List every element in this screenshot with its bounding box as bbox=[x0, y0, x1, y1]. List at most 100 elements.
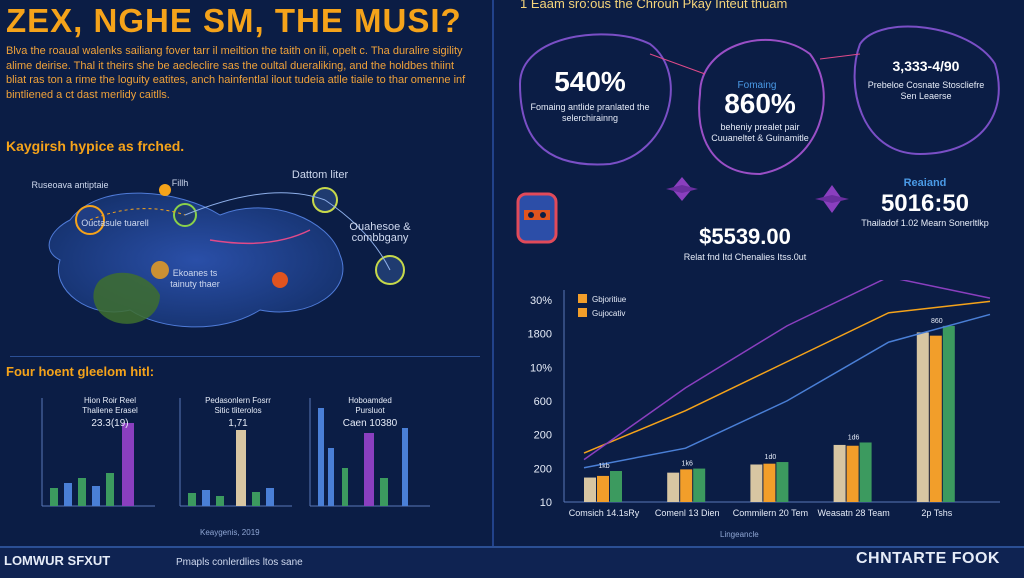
mini-footer: Keaygenis, 2019 bbox=[200, 528, 260, 537]
map-label-c: Dattom liter bbox=[291, 169, 349, 181]
mini3-bar-5 bbox=[380, 478, 388, 506]
map-node-7 bbox=[151, 261, 169, 279]
mini1-bar-2 bbox=[64, 483, 72, 506]
x-tick-label: Weasatn 28 Team bbox=[817, 508, 889, 518]
bar-data-label: 860 bbox=[931, 318, 943, 325]
kpi-3-value: 3,333-4/90 bbox=[892, 58, 960, 74]
chart-bars bbox=[584, 325, 955, 502]
bar-0-2 bbox=[610, 471, 622, 502]
mini1-bar-1 bbox=[50, 488, 58, 506]
mini1-bar-4 bbox=[92, 486, 100, 506]
mini-card-3 bbox=[309, 398, 430, 507]
bar-2-1 bbox=[763, 463, 776, 502]
mask-icon bbox=[516, 192, 558, 244]
x-tick-label: Comsich 14.1sRy bbox=[569, 508, 640, 518]
mini3-bar-6 bbox=[402, 428, 408, 506]
chart-footer-axis: Lingeancle bbox=[720, 530, 759, 539]
bar-3-0 bbox=[833, 444, 846, 502]
bar-2-0 bbox=[750, 464, 763, 502]
map-node-2 bbox=[159, 184, 171, 196]
kpi-1-label: Fomaing antlide pranlated the selerchira… bbox=[530, 102, 650, 123]
map-blob-left bbox=[93, 272, 160, 324]
ornament-icon-2 bbox=[815, 185, 849, 213]
bar-3-2 bbox=[859, 442, 872, 502]
mini3-bar-3 bbox=[342, 468, 348, 506]
mini-card-3-sub: Pursluot bbox=[355, 406, 385, 415]
map-label-d: Ouctasule tuarell bbox=[81, 218, 149, 228]
mini3-bar-1 bbox=[318, 408, 324, 506]
mini2-bar-4 bbox=[236, 430, 246, 506]
mini-card-2-value: 1,71 bbox=[228, 418, 248, 429]
map-label-f: Ekoanes ts tainuty thaer bbox=[170, 268, 220, 289]
footer-caption: Pmapls conlerdlies ltos sane bbox=[176, 557, 303, 568]
bar-data-label: 1k6 bbox=[682, 461, 693, 468]
mini3-bar-4 bbox=[364, 433, 374, 506]
map-link-4 bbox=[209, 229, 311, 245]
right-banner: 1 Eaam sro:ous the Chrouh Pkay Inteut th… bbox=[520, 0, 788, 11]
footer-brand-right: CHNTARTE FOOK bbox=[856, 550, 1000, 567]
mini-card-2-title: Pedasonlern Fosrr bbox=[205, 396, 271, 405]
legend-swatch bbox=[578, 308, 587, 317]
kpi-1-value: 540% bbox=[554, 66, 626, 97]
mini-card-3-value: Caen 10380 bbox=[342, 418, 398, 429]
bar-4-2 bbox=[942, 325, 955, 502]
mini-card-2 bbox=[179, 398, 292, 507]
y-tick-label: 200 bbox=[534, 463, 552, 475]
x-tick-label: Commilern 20 Tem bbox=[733, 508, 808, 518]
ornament-icon-1 bbox=[666, 177, 698, 201]
kpi-3-label: Prebeloe Cosnate Stoscliefre Sen Leaerse bbox=[867, 80, 985, 101]
left-divider bbox=[10, 356, 480, 357]
chart-lines bbox=[583, 280, 991, 469]
bar-4-0 bbox=[916, 332, 929, 502]
network-illustration bbox=[48, 184, 405, 328]
trend-line-2 bbox=[583, 280, 991, 461]
bar-3-1 bbox=[846, 445, 859, 502]
map-link-1 bbox=[89, 208, 186, 221]
mini2-bar-6 bbox=[266, 488, 274, 506]
y-tick-label: 10 bbox=[540, 497, 552, 509]
mini-section-title: Four hoent gleelom hitl: bbox=[6, 364, 155, 379]
kpi-5-pre: Reaiand bbox=[903, 177, 947, 189]
intro-paragraph: Blva the roaual walenks sailiang fover t… bbox=[6, 45, 466, 101]
mini-card-1-title: Hion Roir Reel bbox=[83, 396, 137, 405]
mini-card-1 bbox=[41, 398, 155, 507]
mini-card-2-sub: Sitic tliterolos bbox=[214, 406, 262, 415]
main-chart: 10 200 200 600 10% 1800 30% Gbjoritiue Gujocativ… bbox=[528, 280, 1000, 518]
legend-swatch bbox=[578, 294, 587, 303]
map-label-a: Ruseoava antiptaie bbox=[31, 180, 109, 190]
footer-brand-left: LOMWUR SFXUT bbox=[4, 553, 111, 568]
map-label-e: Ouahesoe & combbgany bbox=[349, 221, 411, 244]
map-link-2 bbox=[184, 192, 326, 216]
mini2-bar-3 bbox=[216, 496, 224, 506]
bar-data-label: 1kb bbox=[598, 463, 609, 470]
kpi-5-label: Thailadof 1.02 Mearn Sonerltlkp bbox=[861, 218, 989, 228]
chart-labels: 10 200 200 600 10% 1800 30% Gbjoritiue Gujocativ… bbox=[528, 294, 953, 518]
kpi-ring-1 bbox=[518, 33, 672, 166]
kpi-ring-2 bbox=[698, 39, 825, 176]
map-node-6 bbox=[272, 272, 288, 288]
mini2-bar-2 bbox=[202, 490, 210, 506]
x-tick-label: 2p Tshs bbox=[921, 508, 952, 518]
y-tick-label: 10% bbox=[530, 362, 552, 374]
page-title: ZEX, NGHE SM, THE MUSI? bbox=[6, 2, 462, 39]
legend-label: Gbjoritiue bbox=[592, 295, 627, 304]
kpi-4-label: Relat fnd Itd Chenalies Itss.0ut bbox=[683, 252, 807, 262]
kpi-2-pre: Fomaing bbox=[737, 80, 777, 91]
mini1-bar-6 bbox=[122, 423, 134, 506]
kpi-decor bbox=[516, 25, 1000, 244]
y-tick-label: 600 bbox=[534, 396, 552, 408]
center-divider bbox=[492, 0, 494, 546]
y-tick-label: 200 bbox=[534, 430, 552, 442]
trend-line-1 bbox=[583, 300, 991, 454]
bar-data-label: 1d6 bbox=[848, 434, 860, 441]
bar-0-0 bbox=[584, 477, 596, 502]
bar-1-2 bbox=[693, 468, 706, 502]
y-tick-label: 30% bbox=[530, 295, 552, 307]
kpi-4-value: $5539.00 bbox=[699, 224, 791, 249]
map-label-b: Fillh bbox=[171, 178, 189, 188]
x-tick-label: Comenl 13 Dien bbox=[655, 508, 720, 518]
mini3-bar-2 bbox=[328, 448, 334, 506]
bar-data-label: 1d0 bbox=[765, 454, 777, 461]
kpi-2-label: beheniy prealet pair Cuuaneltet & Guinam… bbox=[711, 122, 809, 143]
bar-1-1 bbox=[680, 469, 693, 502]
